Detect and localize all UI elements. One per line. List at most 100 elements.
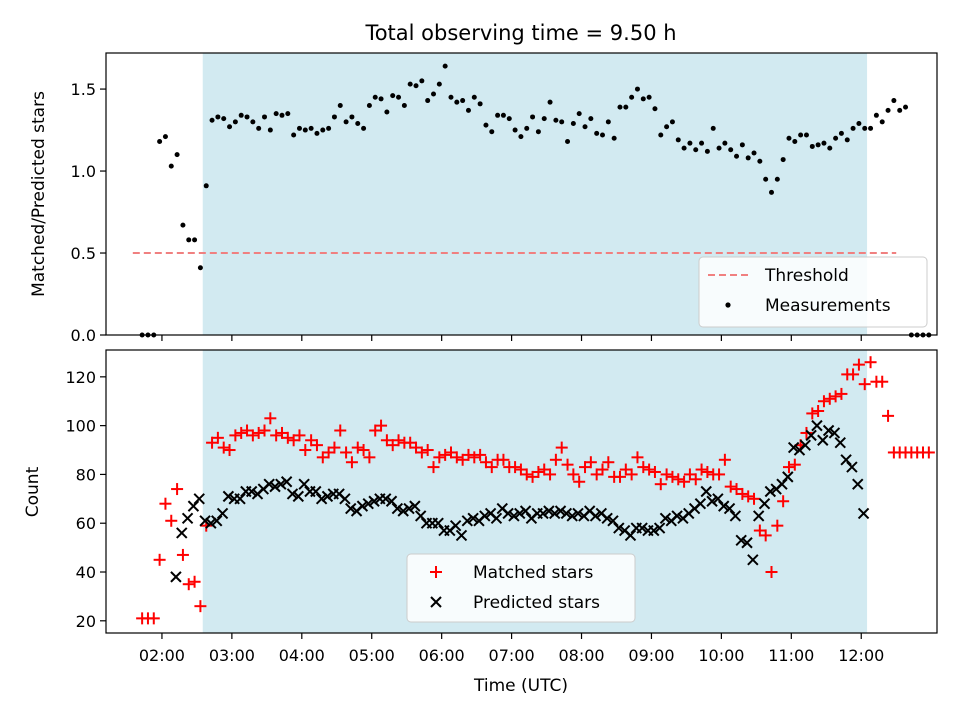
matched-star-point (252, 426, 265, 439)
measurement-point (611, 135, 617, 141)
matched-star-point (544, 468, 557, 481)
matched-star-point (689, 473, 702, 486)
measurement-point (419, 78, 425, 84)
matched-star-point (666, 470, 679, 483)
measurement-point (838, 130, 844, 136)
measurement-point (827, 145, 833, 151)
matched-star-point (357, 444, 370, 457)
predicted-star-point (817, 434, 829, 446)
predicted-star-point (449, 519, 462, 532)
predicted-star-point (653, 522, 666, 534)
predicted-star-point (345, 502, 357, 515)
matched-star-point (229, 429, 242, 442)
measurement-point (267, 127, 273, 133)
matched-star-point (806, 407, 819, 420)
bottom-legend-box (406, 553, 636, 623)
predicted-star-point (403, 502, 415, 515)
predicted-star-point (613, 522, 625, 534)
matched-star-point (584, 456, 597, 469)
matched-star-point (182, 578, 195, 591)
legend-measurements-swatch (725, 302, 731, 308)
matched-star-point (573, 475, 586, 488)
predicted-star-point (292, 490, 305, 503)
measurement-point (629, 94, 635, 100)
bottom-y-tick-label: 80 (76, 465, 96, 484)
measurement-point (227, 124, 233, 130)
predicted-star-point (432, 517, 444, 529)
matched-star-point (334, 424, 347, 437)
predicted-star-point (834, 436, 846, 449)
predicted-star-point (280, 476, 293, 488)
measurement-point (675, 137, 681, 143)
measurement-point (431, 91, 437, 97)
matched-star-point (759, 529, 772, 542)
matched-star-point (147, 612, 160, 625)
measurement-point (757, 158, 763, 164)
legend-matched-label: Matched stars (473, 563, 593, 583)
measurement-point (448, 94, 454, 100)
measurement-point (460, 98, 466, 104)
measurement-point (401, 102, 407, 108)
measurement-point (739, 142, 745, 148)
matched-star-point (648, 465, 661, 478)
predicted-star-point (589, 510, 602, 522)
predicted-star-point (659, 512, 672, 525)
bottom-plot-frame (105, 349, 938, 634)
predicted-star-point (840, 454, 852, 466)
measurement-point (157, 139, 163, 145)
matched-star-point (602, 456, 615, 469)
matched-star-point (468, 451, 481, 464)
predicted-star-point (490, 512, 503, 525)
measurement-point (803, 132, 809, 138)
measurement-point (465, 107, 471, 113)
matched-star-point (474, 448, 487, 461)
measurement-point (384, 109, 390, 115)
measurement-point (203, 183, 209, 189)
bottom-y-axis-label: Count (23, 466, 43, 517)
matched-star-point (823, 392, 836, 405)
top-y-tick-label: 1.0 (71, 162, 96, 181)
matched-star-point (532, 465, 545, 478)
predicted-star-point (549, 507, 561, 520)
measurement-point (553, 117, 559, 123)
matched-star-point (351, 441, 364, 454)
measurement-point (238, 112, 244, 118)
measurement-point (547, 99, 553, 105)
top-y-tick-label: 0.5 (71, 244, 96, 263)
predicted-star-point (572, 507, 584, 520)
measurement-point (355, 121, 361, 126)
matched-star-point (672, 473, 685, 486)
measurement-point (221, 116, 227, 122)
measurement-point (314, 130, 320, 136)
measurement-point (506, 116, 512, 122)
matched-star-point (613, 470, 626, 483)
matched-star-point (176, 548, 189, 561)
measurement-point (640, 96, 646, 102)
matched-star-point (864, 356, 877, 369)
top-y-tick-label: 1.5 (71, 80, 96, 99)
predicted-star-point (193, 493, 205, 505)
measurement-point (681, 145, 687, 151)
matched-star-point (345, 456, 358, 469)
measurement-point (495, 112, 501, 118)
measurement-point (186, 237, 192, 243)
measurement-point (337, 102, 343, 108)
matched-star-point (742, 490, 755, 503)
matched-star-point (561, 458, 574, 471)
matched-star-point (637, 461, 650, 474)
predicted-star-point (735, 534, 747, 547)
matched-star-point (450, 451, 463, 464)
measurement-point (174, 152, 180, 158)
measurement-point (512, 127, 518, 133)
matched-star-point (852, 358, 865, 371)
predicted-star-point (181, 512, 194, 525)
measurement-point (669, 119, 675, 125)
predicted-star-point (199, 515, 211, 527)
predicted-star-point (176, 527, 188, 539)
measurement-point (570, 121, 576, 126)
measurement-point (594, 130, 600, 136)
matched-star-point (660, 468, 673, 481)
measurement-point (658, 132, 664, 138)
matched-star-point (258, 424, 271, 437)
measurement-point (728, 147, 734, 153)
